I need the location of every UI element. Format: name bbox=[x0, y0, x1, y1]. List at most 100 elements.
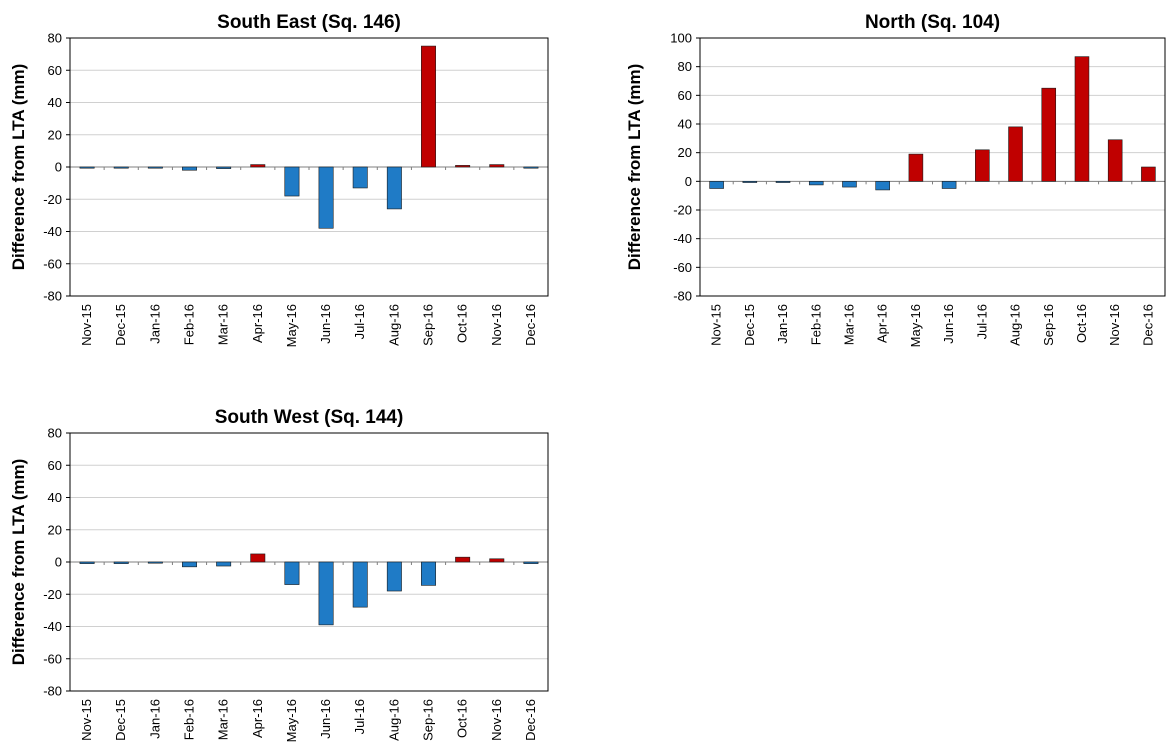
bar-nov-15 bbox=[79, 166, 95, 169]
y-tick-label: -60 bbox=[43, 651, 62, 666]
y-tick-label: 20 bbox=[48, 127, 62, 142]
x-tick-label: Aug-16 bbox=[386, 699, 401, 741]
x-tick-label: Dec-15 bbox=[113, 304, 128, 346]
x-tick-label: Sep-16 bbox=[421, 699, 436, 741]
bar-dec-15 bbox=[113, 561, 129, 564]
plot-frame bbox=[699, 37, 1166, 297]
bar-feb-16 bbox=[808, 181, 824, 186]
bar-aug-16 bbox=[386, 561, 402, 592]
bar-apr-16 bbox=[875, 181, 890, 191]
x-tick-label: Jun-16 bbox=[318, 304, 333, 344]
bar-nov-15 bbox=[709, 181, 724, 189]
bar-may-16 bbox=[284, 166, 300, 197]
y-tick-label: 40 bbox=[48, 95, 62, 110]
y-tick-label: -80 bbox=[673, 289, 692, 304]
x-tick-label: Feb-16 bbox=[182, 304, 197, 345]
bar-dec-15 bbox=[113, 166, 129, 169]
x-tick-label: Oct-16 bbox=[1074, 304, 1089, 343]
bar-jan-16 bbox=[147, 561, 163, 564]
y-tick-label: 20 bbox=[678, 145, 692, 160]
x-tick-label: Dec-16 bbox=[1140, 304, 1155, 346]
y-tick-label: -20 bbox=[43, 587, 62, 602]
chart-3: South West (Sq. 144) Difference from LTA … bbox=[9, 407, 549, 742]
x-tick-label: Jun-16 bbox=[318, 699, 333, 739]
bar-dec-16 bbox=[523, 561, 539, 564]
bar-oct-16 bbox=[455, 165, 471, 168]
x-tick-label: Mar-16 bbox=[216, 699, 231, 740]
x-tick-label: Apr-16 bbox=[875, 304, 890, 343]
bar-jul-16 bbox=[352, 561, 368, 608]
x-tick-label: Oct-16 bbox=[455, 304, 470, 343]
bar-jun-16 bbox=[318, 166, 334, 229]
bar-aug-16 bbox=[1008, 126, 1023, 182]
x-tick-label: Sep-16 bbox=[421, 304, 436, 346]
y-tick-label: 60 bbox=[48, 63, 62, 78]
chart-title: North (Sq. 104) bbox=[865, 12, 1000, 33]
x-tick-label: Jul-16 bbox=[352, 304, 367, 339]
y-tick-label: -20 bbox=[43, 192, 62, 207]
bar-jul-16 bbox=[975, 149, 990, 182]
bar-feb-16 bbox=[182, 166, 197, 171]
x-tick-label: Nov-16 bbox=[1107, 304, 1122, 346]
bar-jun-16 bbox=[318, 561, 334, 626]
bar-feb-16 bbox=[182, 561, 197, 568]
bar-apr-16 bbox=[250, 164, 266, 168]
bar-may-16 bbox=[284, 561, 300, 585]
x-tick-label: Aug-16 bbox=[386, 304, 401, 346]
x-tick-label: Sep-16 bbox=[1041, 304, 1056, 346]
y-tick-label: -40 bbox=[43, 224, 62, 239]
x-tick-label: Oct-16 bbox=[455, 699, 470, 738]
plot-frame bbox=[69, 37, 549, 297]
x-tick-label: Dec-15 bbox=[113, 699, 128, 741]
x-tick-label: Jan-16 bbox=[147, 304, 162, 344]
x-tick-label: Nov-16 bbox=[489, 304, 504, 346]
y-tick-label: -40 bbox=[43, 619, 62, 634]
bar-oct-16 bbox=[1074, 56, 1090, 182]
bar-sep-16 bbox=[421, 45, 436, 168]
chart-1: South East (Sq. 146) Difference from LTA … bbox=[9, 12, 549, 347]
x-tick-label: Aug-16 bbox=[1008, 304, 1023, 346]
y-tick-label: -80 bbox=[43, 289, 62, 304]
x-tick-label: Nov-15 bbox=[79, 304, 94, 346]
bar-dec-16 bbox=[1141, 166, 1156, 182]
bar-dec-16 bbox=[523, 166, 539, 169]
y-tick-label: 80 bbox=[678, 59, 692, 74]
y-tick-label: -20 bbox=[673, 203, 692, 218]
y-tick-label: -60 bbox=[43, 256, 62, 271]
bar-oct-16 bbox=[455, 556, 471, 563]
x-tick-label: Mar-16 bbox=[216, 304, 231, 345]
bar-mar-16 bbox=[216, 166, 232, 169]
bar-jun-16 bbox=[941, 181, 957, 189]
x-tick-label: Nov-15 bbox=[79, 699, 94, 741]
chart-title: South West (Sq. 144) bbox=[215, 407, 404, 428]
x-tick-label: Nov-16 bbox=[489, 699, 504, 741]
chart-title: South East (Sq. 146) bbox=[217, 12, 401, 33]
y-tick-label: 0 bbox=[55, 555, 62, 570]
x-tick-label: Apr-16 bbox=[250, 699, 265, 738]
y-tick-label: 80 bbox=[48, 426, 62, 441]
bar-dec-15 bbox=[742, 181, 758, 183]
bar-jan-16 bbox=[147, 166, 163, 169]
y-tick-label: 40 bbox=[48, 490, 62, 505]
bar-nov-16 bbox=[489, 558, 505, 563]
x-tick-label: Feb-16 bbox=[808, 304, 823, 345]
y-tick-label: -60 bbox=[673, 260, 692, 275]
bar-nov-16 bbox=[489, 164, 505, 168]
bar-sep-16 bbox=[421, 561, 436, 586]
y-tick-label: -80 bbox=[43, 684, 62, 699]
x-tick-label: May-16 bbox=[908, 304, 923, 347]
x-tick-label: May-16 bbox=[284, 304, 299, 347]
x-tick-label: Dec-16 bbox=[523, 304, 538, 346]
y-tick-label: 20 bbox=[48, 522, 62, 537]
chart-2: North (Sq. 104) Difference from LTA (mm) 1… bbox=[625, 12, 1166, 347]
y-tick-label: -40 bbox=[673, 231, 692, 246]
x-tick-label: Jun-16 bbox=[941, 304, 956, 344]
bar-nov-15 bbox=[79, 561, 95, 564]
bar-mar-16 bbox=[216, 561, 232, 567]
y-tick-label: 80 bbox=[48, 31, 62, 46]
bar-mar-16 bbox=[842, 181, 857, 188]
x-tick-label: Apr-16 bbox=[250, 304, 265, 343]
x-tick-label: Jul-16 bbox=[974, 304, 989, 339]
y-tick-label: 40 bbox=[678, 117, 692, 132]
